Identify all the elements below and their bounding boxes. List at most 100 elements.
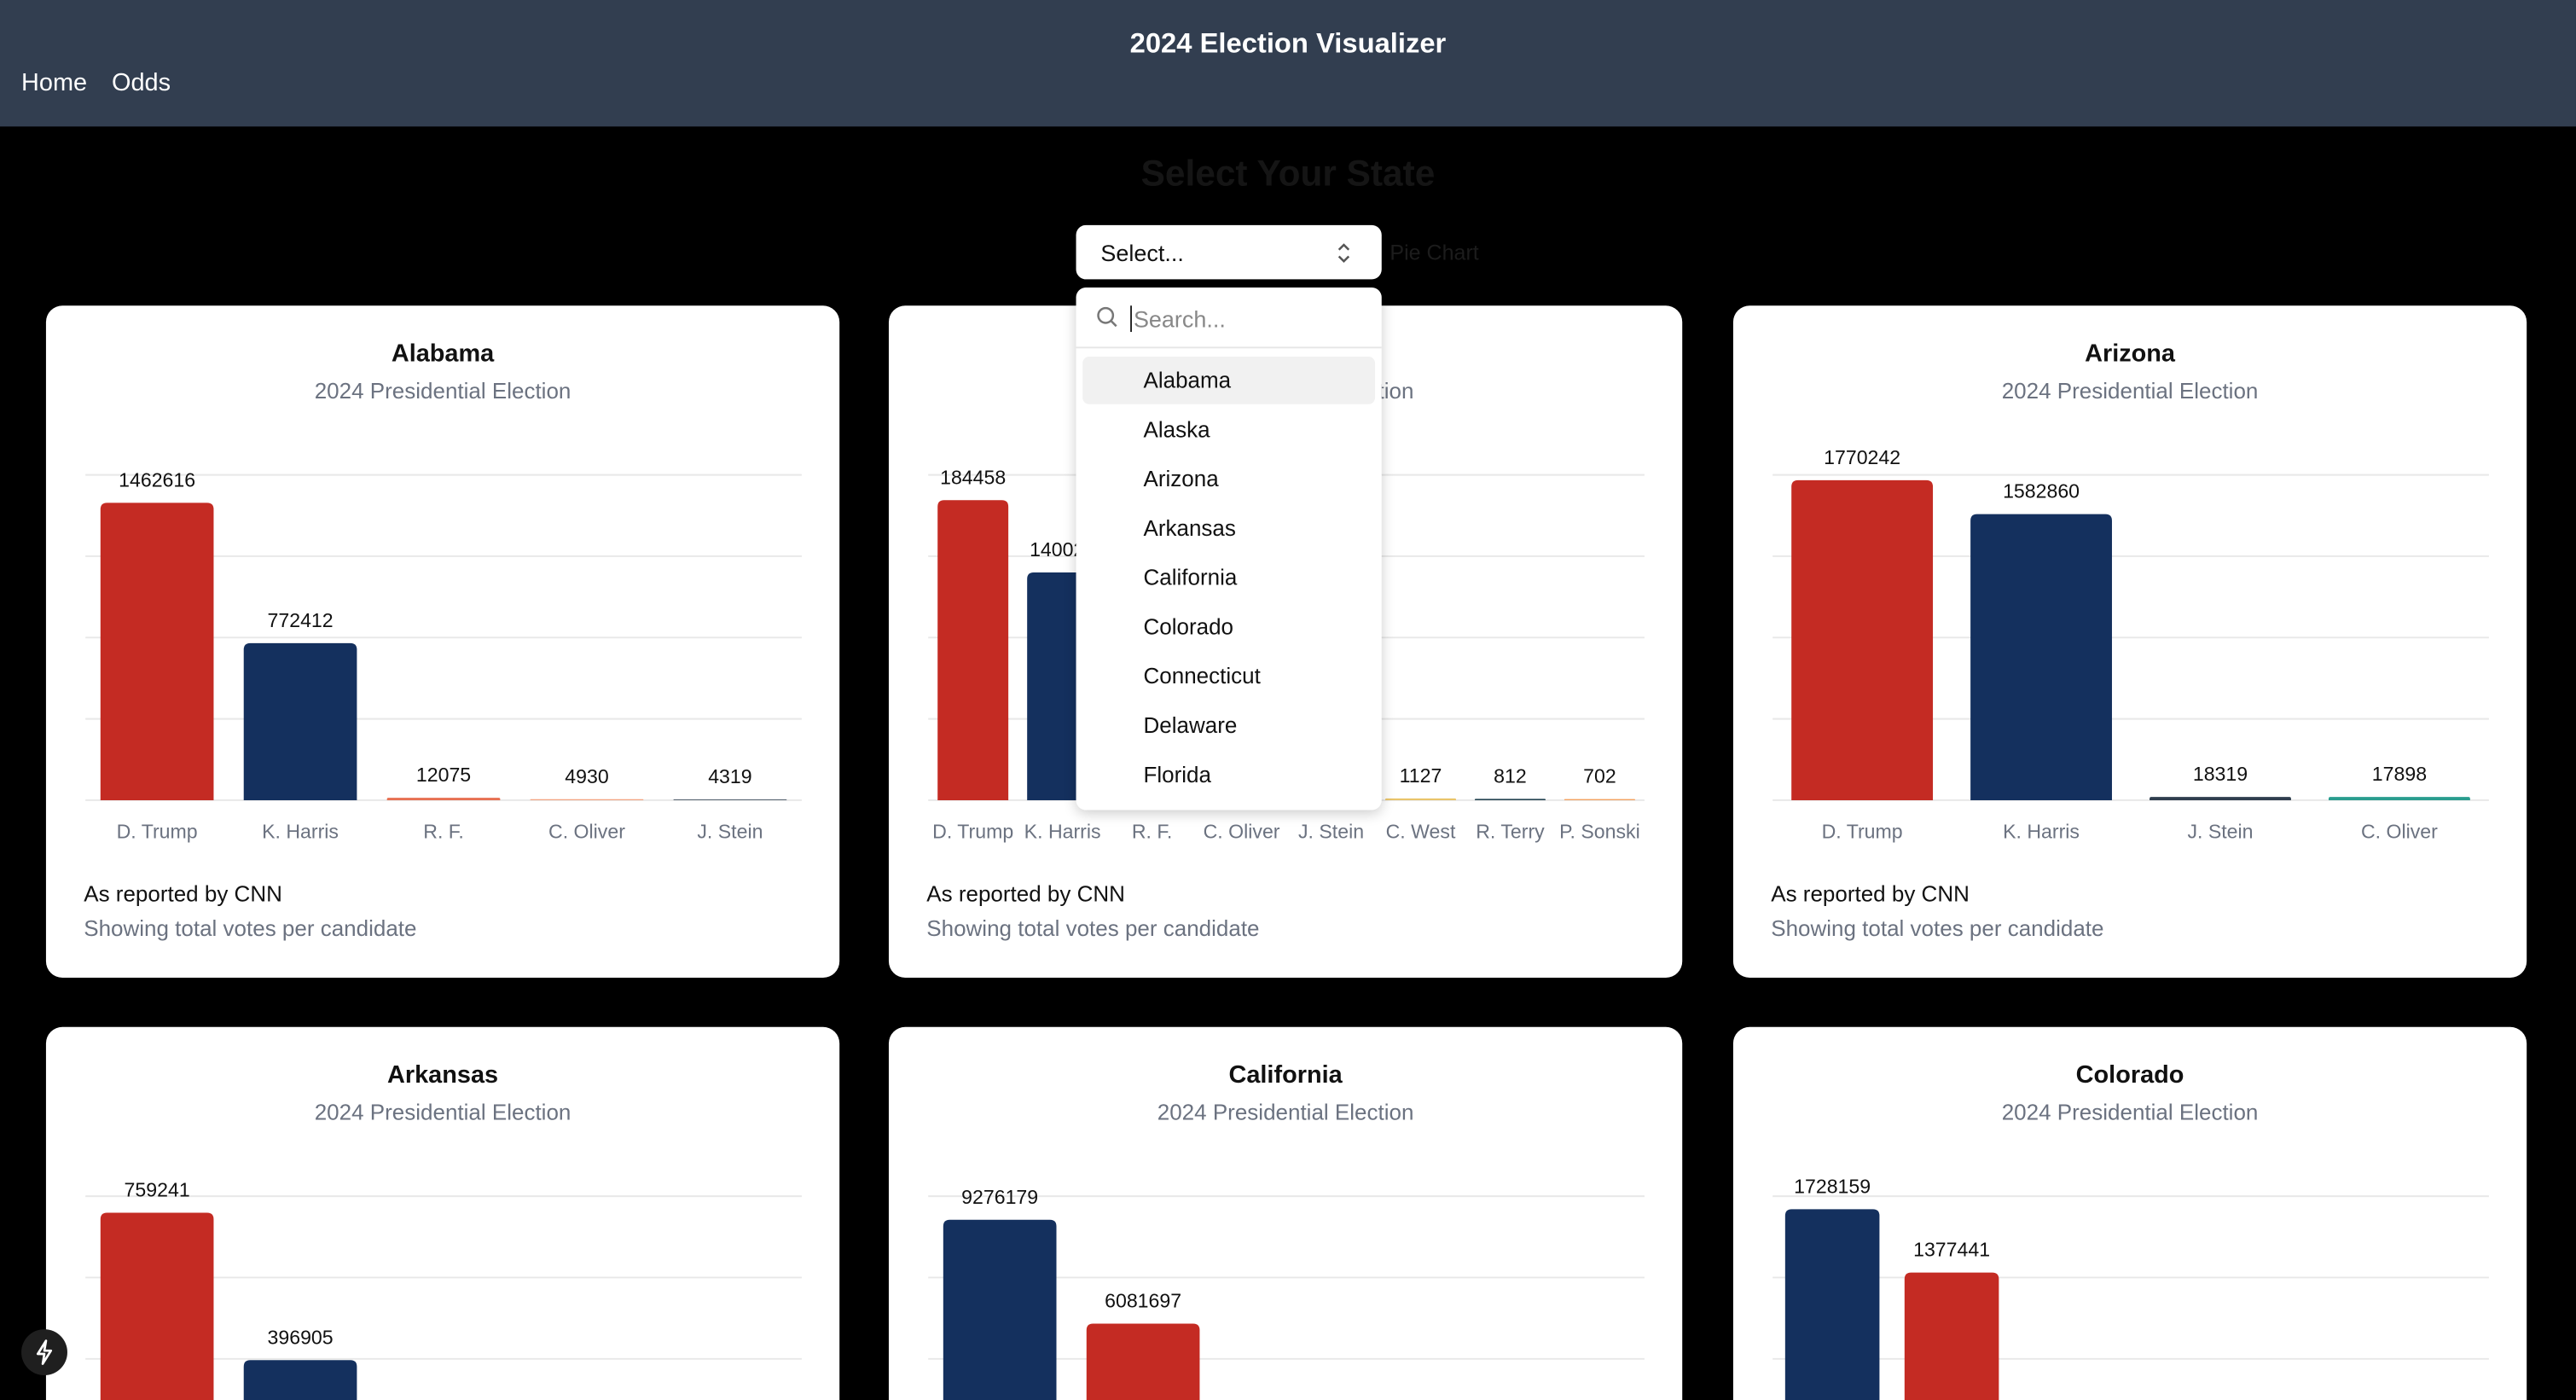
dev-tools-button[interactable] — [21, 1329, 67, 1376]
card-subtitle: 2024 Presidential Election — [315, 1100, 571, 1125]
bar — [100, 502, 214, 800]
category-label: C. Oliver — [1204, 821, 1280, 843]
card-title: California — [1229, 1061, 1343, 1089]
chevron-icon — [1337, 243, 1350, 264]
chart-note: Showing total votes per candidate — [84, 915, 416, 941]
value-label: 1462616 — [119, 468, 195, 491]
dropdown-option[interactable]: Delaware — [1143, 712, 1238, 738]
bar — [530, 799, 644, 800]
category-label: D. Trump — [117, 821, 198, 843]
card-subtitle: 2024 Presidential Election — [315, 378, 571, 404]
divider — [1076, 346, 1382, 349]
value-label: 1127 — [1400, 764, 1442, 787]
value-label: 12075 — [416, 764, 471, 786]
dropdown-option[interactable]: Alabama — [1082, 356, 1376, 404]
chart-note: Showing total votes per candidate — [1771, 915, 2103, 941]
value-label: 17898 — [2372, 763, 2427, 785]
dropdown-option[interactable]: Arkansas — [1143, 515, 1236, 541]
search-input[interactable]: Search... — [1130, 305, 1226, 333]
category-label: R. Terry — [1476, 821, 1545, 843]
category-label: D. Trump — [1822, 821, 1903, 843]
card-subtitle: 2024 Presidential Election — [2002, 1100, 2259, 1125]
category-label: K. Harris — [2003, 821, 2080, 843]
category-label: J. Stein — [2187, 821, 2253, 843]
value-label: 1377441 — [1913, 1239, 1990, 1261]
category-label: C. Oliver — [2361, 821, 2438, 843]
category-label: R. F. — [1132, 821, 1173, 843]
bar — [1791, 479, 1934, 800]
value-label: 759241 — [125, 1179, 190, 1201]
value-label: 772412 — [268, 609, 334, 631]
bar — [1475, 799, 1546, 800]
category-label: P. Sonski — [1559, 821, 1640, 843]
value-label: 9276179 — [961, 1186, 1038, 1208]
state-card: Colorado 2024 Presidential Election 172815… — [1732, 1026, 2527, 1400]
bar — [1086, 1323, 1200, 1400]
card-subtitle: 2024 Presidential Election — [1157, 1100, 1414, 1125]
select-placeholder: Select... — [1100, 240, 1184, 267]
page-title: Select Your State — [1140, 153, 1436, 195]
dropdown-option[interactable]: California — [1143, 565, 1238, 590]
state-card: Arkansas 2024 Presidential Election 759241… — [45, 1026, 840, 1400]
bar — [943, 1219, 1057, 1400]
bar — [2150, 797, 2291, 800]
state-card: California 2024 Presidential Election 9276… — [888, 1026, 1683, 1400]
value-label: 396905 — [268, 1326, 334, 1348]
card-chart: Alabama 2024 Presidential Election 1462616… — [84, 340, 802, 941]
bar — [673, 799, 787, 800]
nav-link[interactable]: Odds — [111, 68, 171, 97]
source-note: As reported by CNN — [926, 881, 1125, 907]
bar — [100, 1212, 214, 1400]
chart-note: Showing total votes per candidate — [926, 915, 1259, 941]
value-label: 1582860 — [2003, 480, 2080, 502]
card-title: Arkansas — [387, 1061, 498, 1089]
card-chart: Arkansas 2024 Presidential Election 759241… — [85, 1061, 802, 1400]
value-label: 812 — [1494, 764, 1527, 787]
state-card: Alabama 2024 Presidential Election 1462616… — [45, 305, 840, 978]
bolt-icon — [36, 1339, 53, 1365]
source-note: As reported by CNN — [1771, 881, 1970, 907]
chart-toggle[interactable]: Pie Chart — [1390, 240, 1479, 265]
card-title: Colorado — [2076, 1061, 2184, 1089]
category-label: J. Stein — [1298, 821, 1364, 843]
category-label: R. F. — [423, 821, 464, 843]
category-label: C. West — [1386, 821, 1456, 843]
card-title: Arizona — [2085, 340, 2176, 368]
value-label: 18319 — [2193, 763, 2248, 785]
card-subtitle: 2024 Presidential Election — [2002, 378, 2259, 404]
dropdown-option[interactable]: Colorado — [1143, 614, 1234, 640]
bar — [937, 500, 1009, 800]
value-label: 702 — [1583, 765, 1616, 787]
value-label: 1728159 — [1794, 1175, 1871, 1197]
category-label: J. Stein — [697, 821, 763, 843]
nav-link[interactable]: Home — [21, 68, 88, 97]
bar — [386, 798, 501, 800]
category-label: D. Trump — [932, 821, 1013, 843]
state-select[interactable]: Select... — [1076, 224, 1382, 280]
bar — [1970, 514, 2112, 800]
bar — [243, 642, 357, 800]
category-label: C. Oliver — [548, 821, 625, 843]
state-card: Arizona 2024 Presidential Election 1770242… — [1732, 305, 2527, 978]
source-note: As reported by CNN — [84, 881, 282, 907]
bar — [1784, 1209, 1880, 1400]
dropdown-option[interactable]: Connecticut — [1143, 664, 1261, 688]
value-label: 4319 — [708, 765, 751, 787]
value-label: 6081697 — [1105, 1290, 1181, 1312]
dropdown-menu: Search... Alabama Alaska Arizona Arkansas Ca… — [1076, 288, 1382, 810]
search-icon — [1097, 306, 1117, 328]
app-title: 2024 Election Visualizer — [1129, 27, 1447, 60]
category-label: K. Harris — [262, 821, 339, 843]
card-chart: California 2024 Presidential Election 9276… — [928, 1061, 1645, 1400]
bar — [1904, 1272, 1999, 1400]
value-label: 184458 — [940, 466, 1006, 488]
card-chart: Colorado 2024 Presidential Election 172815… — [1772, 1061, 2489, 1400]
dropdown-option[interactable]: Florida — [1143, 762, 1211, 787]
value-label: 4930 — [565, 765, 608, 787]
card-chart: Arizona 2024 Presidential Election 1770242… — [1771, 340, 2489, 941]
dropdown-option[interactable]: Arizona — [1143, 466, 1219, 491]
dropdown-option[interactable]: Alaska — [1143, 417, 1210, 443]
header: 2024 Election Visualizer Home Odds — [0, 0, 2576, 127]
value-label: 1770242 — [1824, 446, 1900, 468]
